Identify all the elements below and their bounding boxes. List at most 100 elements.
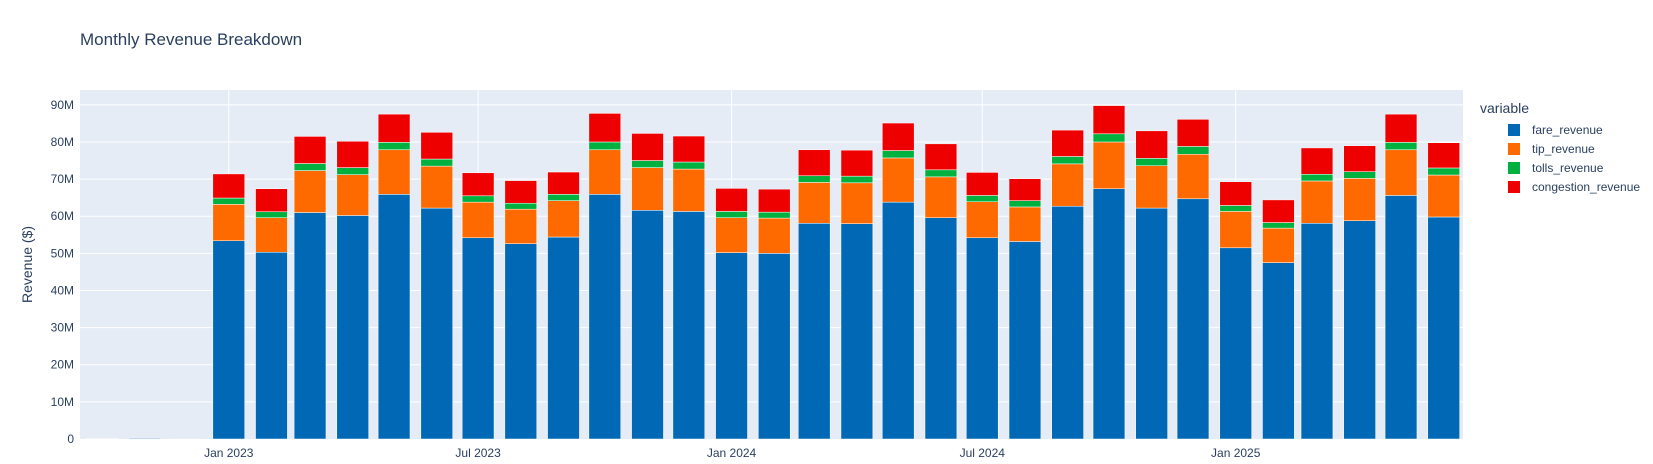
bar-fare_revenue — [672, 211, 706, 440]
bar-tip_revenue — [461, 201, 495, 239]
bar-congestion_revenue — [758, 188, 791, 213]
x-axis-ticks: Jan 2023 Jul 2023 Jan 2024 Jul 2024 Jan 2025 — [204, 446, 1261, 460]
bar-fare_revenue — [420, 207, 453, 440]
bar-tolls_revenue — [588, 141, 622, 151]
bar-fare_revenue — [336, 215, 369, 440]
bar-tip_revenue — [1343, 178, 1376, 221]
bar-tip_revenue — [1219, 211, 1252, 249]
bar-congestion_revenue — [1384, 113, 1418, 143]
bar-congestion_revenue — [420, 132, 453, 160]
bar-congestion_revenue — [1051, 129, 1084, 157]
bar-fare_revenue — [504, 243, 537, 440]
bar-tolls_revenue — [1008, 200, 1042, 208]
bar-tip_revenue — [1135, 165, 1168, 209]
x-tick-label: Jul 2024 — [960, 446, 1006, 460]
bar-fare_revenue — [377, 194, 411, 440]
bar-fare_revenue — [1219, 247, 1252, 440]
bar-tip_revenue — [1300, 180, 1334, 224]
bar-congestion_revenue — [504, 180, 537, 204]
bar-tolls_revenue — [798, 175, 831, 183]
legend-label-congestion_revenue: congestion_revenue — [1532, 180, 1640, 194]
bar-tip_revenue — [547, 200, 580, 238]
bar-tolls_revenue — [293, 163, 327, 171]
bars — [85, 105, 1460, 440]
bar-tolls_revenue — [1343, 171, 1376, 179]
bar-tip_revenue — [882, 157, 915, 203]
bar-congestion_revenue — [1176, 119, 1210, 147]
y-axis-ticks: 0 10M 20M 30M 40M 50M 60M 70M 80M 90M — [51, 98, 75, 446]
legend-swatch-congestion_revenue — [1508, 181, 1520, 193]
bar-tip_revenue — [758, 217, 791, 254]
bar-fare_revenue — [798, 223, 831, 440]
bar-fare_revenue — [631, 210, 664, 440]
bar-fare_revenue — [715, 252, 748, 440]
x-tick-label: Jan 2023 — [204, 446, 254, 460]
bar-tolls_revenue — [840, 175, 874, 184]
bar-tip_revenue — [1008, 206, 1042, 242]
bar-tip_revenue — [1262, 227, 1295, 263]
bar-tolls_revenue — [1262, 222, 1295, 229]
bar-tip_revenue — [1051, 163, 1084, 207]
y-tick-label: 60M — [51, 209, 74, 223]
chart-title: Monthly Revenue Breakdown — [80, 30, 302, 49]
bar-fare_revenue — [1300, 223, 1334, 440]
bar-tolls_revenue — [212, 197, 245, 205]
bar-fare_revenue — [212, 240, 245, 440]
bar-tolls_revenue — [1219, 205, 1252, 212]
bar-tip_revenue — [715, 217, 748, 253]
bar-fare_revenue — [1262, 262, 1295, 440]
bar-congestion_revenue — [882, 122, 915, 151]
bar-tolls_revenue — [1384, 142, 1418, 151]
bar-tip_revenue — [840, 182, 874, 224]
x-tick-label: Jul 2023 — [455, 446, 501, 460]
y-tick-label: 0 — [67, 432, 74, 446]
bar-congestion_revenue — [1008, 178, 1042, 201]
x-tick-label: Jan 2024 — [707, 446, 757, 460]
bar-tolls_revenue — [504, 202, 537, 210]
bar-congestion_revenue — [1343, 145, 1376, 172]
legend-title: variable — [1480, 100, 1529, 116]
bar-tip_revenue — [672, 168, 706, 212]
bar-congestion_revenue — [798, 149, 831, 177]
legend-label-fare_revenue: fare_revenue — [1532, 123, 1603, 137]
bar-congestion_revenue — [966, 172, 999, 196]
bar-tolls_revenue — [547, 194, 580, 201]
bar-tolls_revenue — [1051, 156, 1084, 165]
bar-fare_revenue — [966, 237, 999, 440]
bar-tolls_revenue — [672, 161, 706, 170]
bar-tip_revenue — [1427, 174, 1460, 218]
y-tick-label: 80M — [51, 135, 74, 149]
bar-congestion_revenue — [1219, 181, 1252, 206]
bar-congestion_revenue — [1262, 199, 1295, 223]
bar-fare_revenue — [758, 253, 791, 440]
bar-tip_revenue — [924, 176, 958, 218]
bar-tip_revenue — [966, 201, 999, 239]
bar-fare_revenue — [547, 236, 580, 440]
bar-tip_revenue — [798, 182, 831, 224]
bar-tip_revenue — [420, 165, 453, 209]
bar-tolls_revenue — [377, 142, 411, 151]
bar-fare_revenue — [924, 217, 958, 440]
bar-tolls_revenue — [336, 167, 369, 175]
legend-swatch-tolls_revenue — [1508, 162, 1520, 174]
bar-tip_revenue — [377, 149, 411, 195]
bar-fare_revenue — [1008, 241, 1042, 440]
bar-tip_revenue — [1384, 149, 1418, 196]
bar-tolls_revenue — [758, 211, 791, 219]
bar-fare_revenue — [1384, 195, 1418, 440]
bar-tolls_revenue — [255, 211, 288, 218]
bar-congestion_revenue — [1300, 147, 1334, 175]
bar-tolls_revenue — [1300, 174, 1334, 182]
legend-items: fare_revenue tip_revenue tolls_revenuecong… — [1508, 123, 1640, 194]
bar-fare_revenue — [255, 251, 288, 440]
legend-label-tolls_revenue: tolls_revenue — [1532, 161, 1604, 175]
bar-congestion_revenue — [255, 188, 288, 213]
bar-tip_revenue — [1176, 153, 1210, 200]
bar-tip_revenue — [293, 170, 327, 213]
y-axis-title: Revenue ($) — [19, 226, 35, 303]
bar-congestion_revenue — [715, 188, 748, 212]
bar-tip_revenue — [631, 167, 664, 211]
bar-congestion_revenue — [293, 136, 327, 164]
bar-tolls_revenue — [882, 150, 915, 159]
